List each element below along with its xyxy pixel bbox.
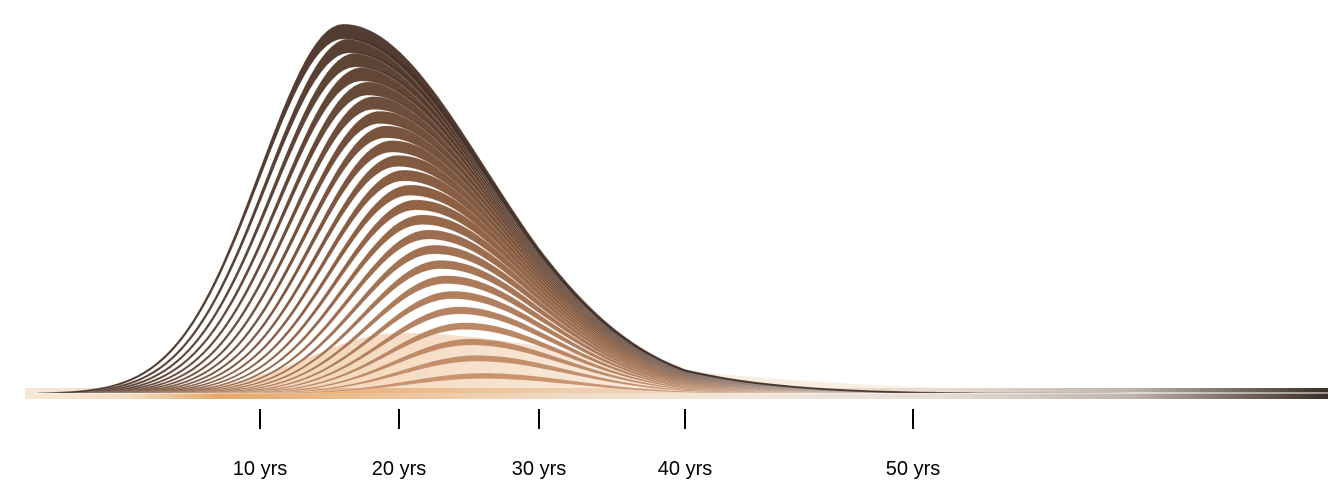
- layer-ribbon: [37, 154, 1328, 394]
- layer-ribbon: [37, 244, 1328, 394]
- base-strip: [25, 388, 1328, 399]
- x-tick-label: 10 yrs: [233, 458, 287, 480]
- layer-ribbon: [37, 214, 1328, 394]
- layer-ribbon: [37, 372, 1328, 394]
- layer-ribbon: [37, 38, 1328, 394]
- x-tick-label: 40 yrs: [658, 458, 712, 480]
- layer-group: [25, 23, 1328, 399]
- layer-ribbon: [37, 355, 1328, 394]
- layer-ribbon: [37, 275, 1328, 394]
- layer-ribbon: [37, 322, 1328, 394]
- x-tick-label: 20 yrs: [372, 458, 426, 480]
- layer-ribbon: [37, 260, 1328, 394]
- layer-ribbon: [37, 81, 1328, 394]
- x-tick-label: 50 yrs: [886, 458, 940, 480]
- layer-ribbon: [37, 338, 1328, 394]
- layer-ribbon: [37, 290, 1328, 394]
- x-tick-label: 30 yrs: [512, 458, 566, 480]
- layer-ribbon: [37, 23, 1328, 394]
- layer-ribbon: [37, 125, 1328, 394]
- layer-ribbon: [37, 306, 1328, 394]
- layer-ribbon: [37, 199, 1328, 394]
- layer-ribbon: [37, 229, 1328, 394]
- x-axis: 10 yrs 20 yrs 30 yrs 40 yrs 50 yrs: [233, 409, 940, 480]
